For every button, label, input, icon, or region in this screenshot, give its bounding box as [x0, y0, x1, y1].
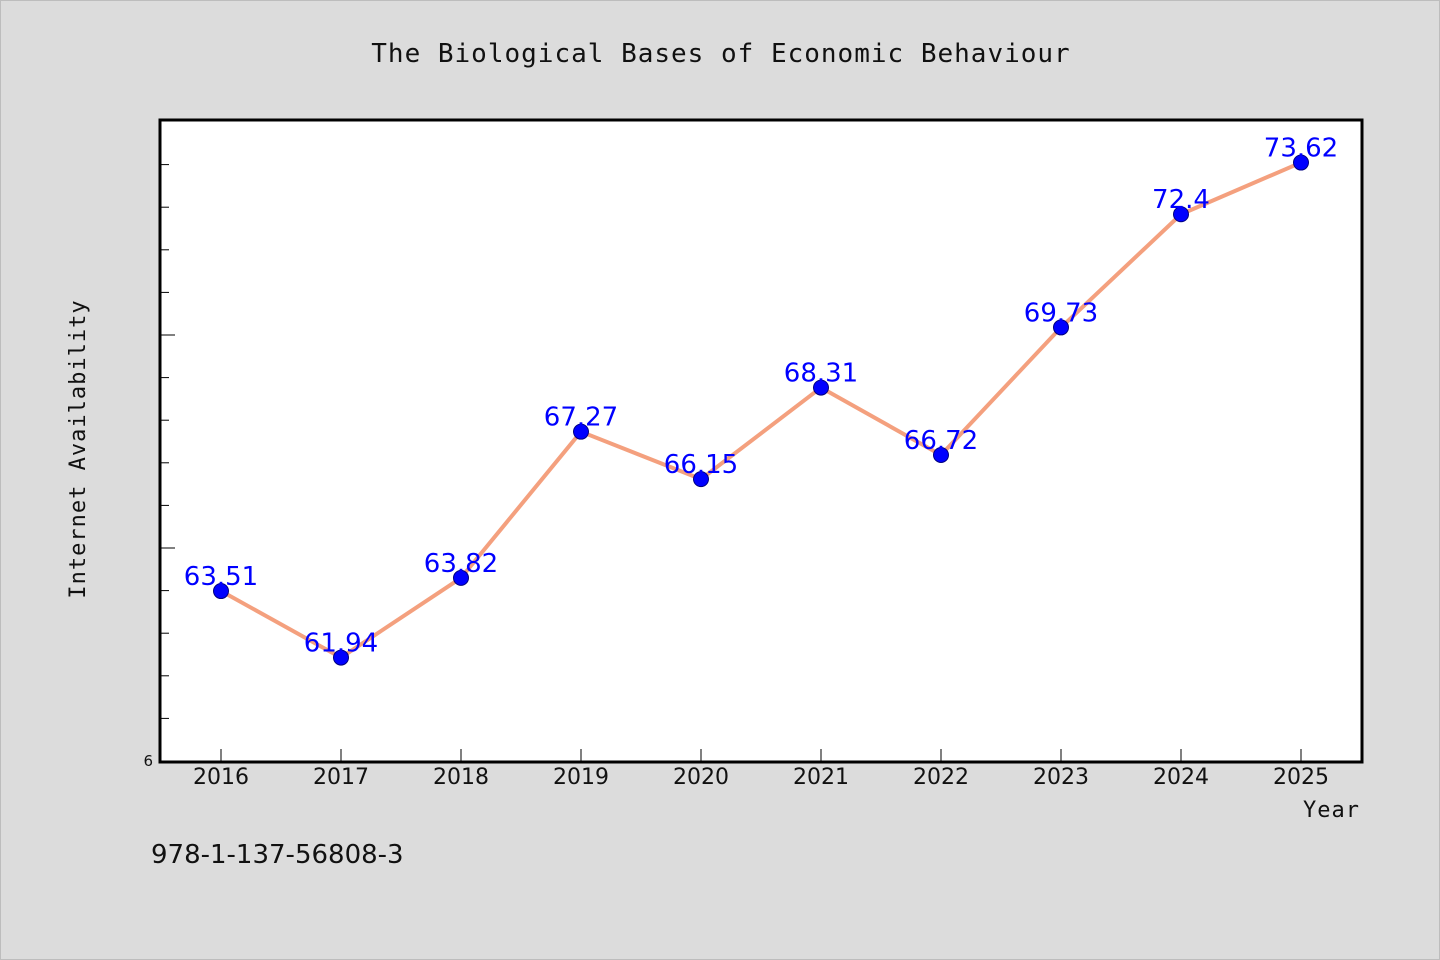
x-axis-ticks: 2016 2017 2018 2019 2020 2021 2022 2023 2024 2025	[193, 749, 1329, 790]
y-axis-ticks	[161, 164, 175, 762]
data-label: 68.31	[784, 359, 858, 389]
series-line	[219, 160, 1303, 660]
x-tick-label: 2017	[313, 765, 369, 790]
x-tick-label: 2016	[193, 765, 249, 790]
x-tick-label: 2020	[673, 765, 729, 790]
plot-area	[158, 118, 1364, 764]
data-label: 61.94	[304, 629, 378, 659]
data-point	[933, 446, 949, 463]
data-label: 72.4	[1152, 185, 1210, 215]
data-point	[813, 379, 829, 396]
data-point	[573, 423, 589, 440]
data-label: 67.27	[544, 403, 618, 433]
data-point	[1053, 319, 1069, 336]
data-point	[1173, 206, 1189, 223]
data-label: 66.72	[904, 426, 978, 456]
x-tick-label: 2019	[553, 765, 609, 790]
data-label: 73.62	[1264, 134, 1338, 164]
data-label: 63.51	[184, 562, 258, 592]
data-label: 69.73	[1024, 298, 1098, 328]
x-tick-label: 2024	[1153, 765, 1209, 790]
x-tick-label: 2021	[793, 765, 849, 790]
data-point	[693, 471, 709, 488]
y-axis-label: Internet Availability	[66, 299, 91, 598]
x-tick-label: 2025	[1273, 765, 1329, 790]
data-label: 63.82	[424, 549, 498, 579]
data-label: 66.15	[664, 450, 738, 480]
isbn-footnote: 978-1-137-56808-3	[151, 840, 404, 870]
data-labels: 63.51 61.94 63.82 67.27 66.15 68.31 66.72 69.73…	[184, 134, 1338, 659]
x-tick-label: 2022	[913, 765, 969, 790]
data-point	[453, 569, 469, 586]
y-tick-label: 6	[143, 752, 153, 770]
series-line-group	[213, 154, 1309, 666]
data-point	[333, 649, 349, 666]
chart-title: The Biological Bases of Economic Behavio…	[371, 39, 1070, 69]
x-tick-label: 2023	[1033, 765, 1089, 790]
data-point	[1293, 154, 1309, 171]
data-point	[213, 583, 229, 600]
x-axis-label: Year	[1303, 798, 1360, 823]
x-tick-label: 2018	[433, 765, 489, 790]
